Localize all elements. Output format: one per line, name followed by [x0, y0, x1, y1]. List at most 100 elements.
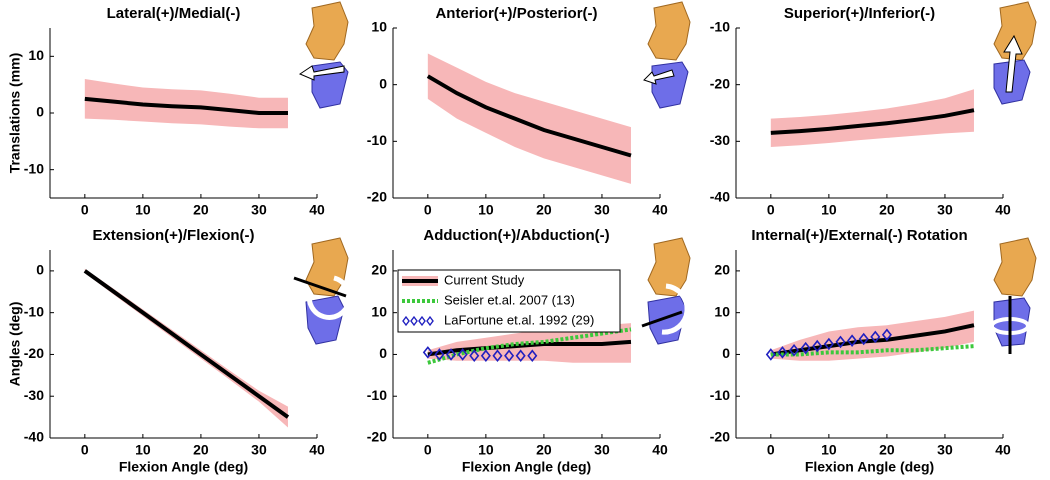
x-tick-label: 30 [594, 202, 610, 218]
y-tick-label: -30 [710, 132, 730, 148]
bone-icon [990, 237, 1037, 354]
x-tick-label: 20 [879, 202, 895, 218]
data-point [504, 349, 515, 362]
y-tick-label: 20 [714, 262, 730, 278]
y-tick-label: -20 [710, 75, 730, 91]
chart-title: Anterior(+)/Posterior(-) [435, 5, 597, 22]
x-tick-label: 40 [995, 442, 1011, 458]
x-tick-label: 30 [937, 442, 953, 458]
y-tick-label: -20 [24, 345, 44, 361]
x-axis-label: Flexion Angle (deg) [119, 459, 248, 475]
legend-symbol [402, 315, 410, 327]
x-tick-label: 30 [594, 442, 610, 458]
bone-icon [298, 1, 349, 109]
x-tick-label: 10 [821, 202, 837, 218]
x-tick-label: 30 [251, 202, 267, 218]
data-point [858, 332, 869, 346]
y-tick-label: 10 [371, 303, 387, 319]
y-tick-label: 20 [371, 262, 387, 278]
data-point [812, 339, 823, 353]
x-tick-label: 0 [767, 442, 775, 458]
data-point [527, 349, 538, 362]
bone-icon [993, 1, 1037, 105]
x-tick-label: 0 [81, 202, 89, 218]
data-point [777, 346, 788, 359]
y-tick-label: -10 [710, 387, 730, 403]
legend-label: LaFortune et.al. 1992 (29) [444, 312, 594, 327]
x-tick-label: 10 [478, 442, 494, 458]
y-tick-label: 0 [36, 262, 44, 278]
chart-title: Superior(+)/Inferior(-) [784, 5, 935, 22]
x-tick-label: 10 [135, 202, 151, 218]
y-tick-label: 0 [722, 345, 730, 361]
x-axis-label: Flexion Angle (deg) [462, 459, 591, 475]
y-axis-label: Translations (mm) [7, 53, 23, 174]
data-point [434, 348, 445, 361]
y-tick-label: 0 [36, 104, 44, 120]
x-tick-label: 40 [995, 202, 1011, 218]
sd-band [427, 53, 631, 184]
data-line [427, 327, 632, 365]
x-tick-label: 10 [478, 202, 494, 218]
y-tick-label: -30 [24, 387, 44, 403]
legend: Current Study Seisler et.al. 2007 (13) LaF… [397, 269, 621, 333]
data-line [770, 108, 975, 135]
x-tick-label: 40 [309, 202, 325, 218]
data-point [457, 348, 468, 361]
chart-title: Adduction(+)/Abduction(-) [423, 227, 609, 244]
y-axis-label: Angles (deg) [7, 302, 23, 387]
y-tick-label: 10 [371, 19, 387, 35]
legend-symbol [410, 315, 418, 327]
y-tick-label: -10 [367, 132, 387, 148]
data-point [847, 334, 858, 347]
x-tick-label: 20 [193, 202, 209, 218]
bone-icon [293, 237, 352, 345]
data-line [426, 74, 632, 158]
y-tick-label: 10 [714, 303, 730, 319]
y-tick-label: -10 [367, 387, 387, 403]
data-line [84, 96, 288, 115]
bone-icon [643, 1, 691, 109]
data-point [789, 343, 800, 357]
x-tick-label: 0 [424, 442, 432, 458]
data-point [469, 349, 480, 362]
data-point [422, 346, 433, 359]
x-tick-label: 0 [424, 202, 432, 218]
icons [293, 1, 1037, 354]
data-point [480, 349, 491, 362]
x-tick-label: 20 [879, 442, 895, 458]
chart-title: Lateral(+)/Medial(-) [107, 5, 241, 22]
x-tick-label: 0 [81, 442, 89, 458]
data-point [870, 330, 881, 344]
y-tick-label: 0 [379, 75, 387, 91]
x-tick-label: 20 [536, 442, 552, 458]
y-tick-label: -20 [367, 429, 387, 445]
y-tick-label: -10 [24, 303, 44, 319]
data-point [823, 337, 834, 351]
y-tick-label: -20 [367, 189, 387, 205]
x-tick-label: 10 [821, 442, 837, 458]
x-tick-label: 20 [193, 442, 209, 458]
x-tick-label: 0 [767, 202, 775, 218]
y-tick-label: -20 [710, 429, 730, 445]
x-tick-label: 40 [309, 442, 325, 458]
chart-title: Extension(+)/Flexion(-) [92, 227, 254, 244]
data-point [515, 349, 526, 362]
y-tick-label: 10 [28, 47, 44, 63]
bone-icon [641, 237, 691, 345]
legend-label: Current Study [444, 272, 525, 287]
y-tick-label: -40 [710, 189, 730, 205]
sd-band [770, 89, 974, 147]
y-tick-label: -10 [24, 160, 44, 176]
y-tick-label: -10 [710, 19, 730, 35]
sd-band [84, 79, 288, 129]
legend-label: Seisler et.al. 2007 (13) [444, 292, 575, 307]
data-point [835, 335, 846, 349]
y-tick-label: -40 [24, 429, 44, 445]
legend-symbol [426, 315, 434, 327]
x-tick-label: 20 [536, 202, 552, 218]
chart-title: Internal(+)/External(-) Rotation [751, 227, 967, 244]
legend-symbol [418, 315, 426, 327]
data-point [881, 328, 892, 342]
